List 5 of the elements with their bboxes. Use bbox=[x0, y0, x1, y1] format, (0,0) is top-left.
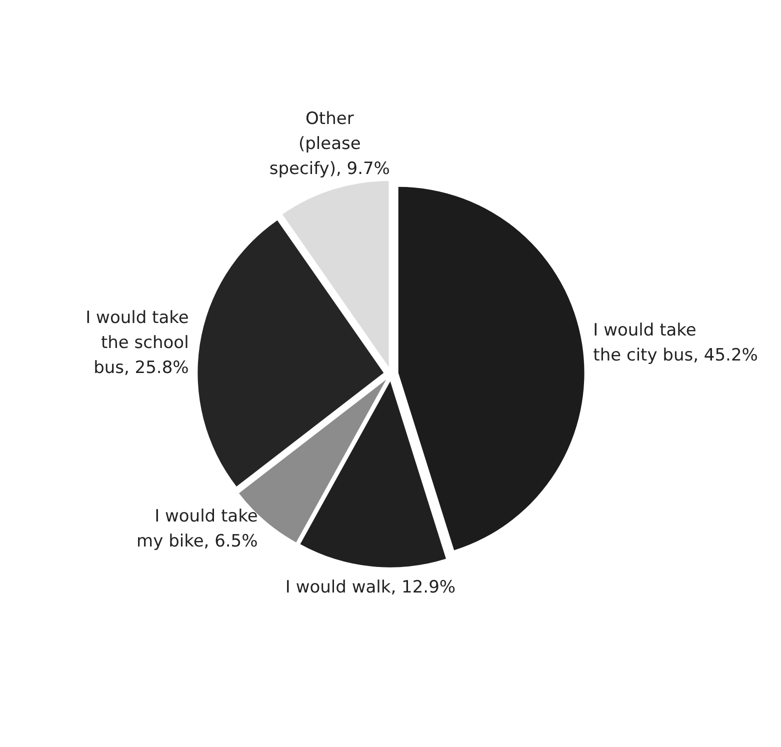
slice-label: I would walk, 12.9% bbox=[285, 578, 456, 598]
slice-label: I would take the school bus, 25.8% bbox=[86, 308, 189, 378]
slice-label: Other (please specify), 9.7% bbox=[269, 108, 390, 179]
slice-label: I would take the city bus, 45.2% bbox=[593, 320, 758, 366]
slice-label: I would take my bike, 6.5% bbox=[136, 506, 258, 552]
